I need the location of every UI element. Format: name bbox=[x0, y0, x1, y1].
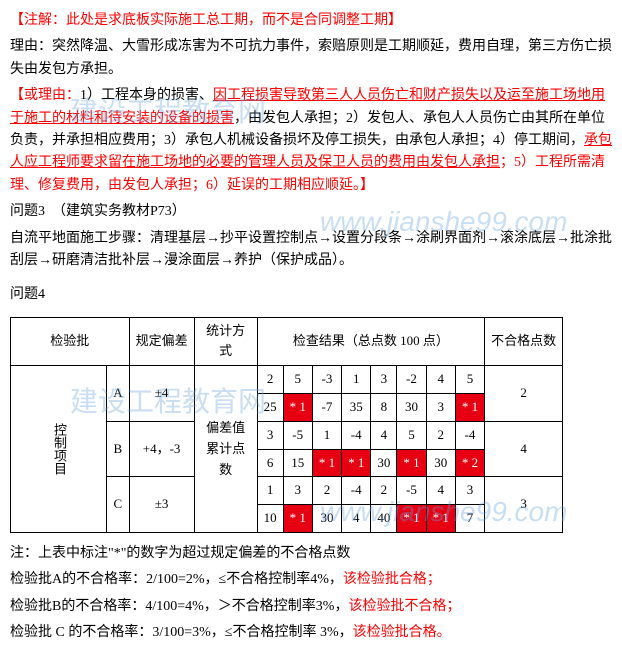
data-cell: 3 bbox=[455, 477, 484, 505]
data-cell: -4 bbox=[342, 477, 371, 505]
note-a-result: 该检验批合格； bbox=[343, 572, 441, 587]
data-cell: * 2 bbox=[455, 449, 484, 477]
data-cell: 30 bbox=[397, 394, 426, 422]
data-cell: -4 bbox=[342, 421, 371, 449]
data-cell: * 1 bbox=[426, 505, 455, 533]
cell-tolerance: ±4 bbox=[129, 366, 194, 422]
data-cell: 1 bbox=[312, 421, 341, 449]
data-cell: 1 bbox=[257, 477, 283, 505]
data-cell: 8 bbox=[371, 394, 397, 422]
th-results: 检查结果（总点数 100 点） bbox=[257, 317, 485, 366]
note-a-text: 检验批A的不合格率：2/100=2%，≤不合格控制率4%， bbox=[10, 572, 343, 587]
data-cell: 15 bbox=[283, 449, 312, 477]
row-group: 控制项目 bbox=[11, 366, 107, 533]
data-cell: 2 bbox=[371, 477, 397, 505]
reason-label: 理由： bbox=[10, 39, 52, 54]
data-cell: -5 bbox=[397, 477, 426, 505]
th-tolerance: 规定偏差 bbox=[129, 317, 194, 366]
or-reason-paragraph: 【或理由：1）工程本身的损害、因工程损害导致第三人人员伤亡和财产损失以及运至施工… bbox=[10, 85, 612, 197]
data-cell: * 1 bbox=[455, 394, 484, 422]
cell-tolerance: ±3 bbox=[129, 477, 194, 533]
reason-text: 突然降温、大雪形成冻害为不可抗力事件，索赔原则是工期顺延，费用自理，第三方伤亡损… bbox=[10, 39, 612, 76]
cell-fail: 2 bbox=[485, 366, 563, 422]
data-cell: 5 bbox=[397, 421, 426, 449]
q3-text: 自流平地面施工步骤：清理基层→抄平设置控制点→设置分段条→涂刷界面剂→滚涂底层→… bbox=[10, 228, 612, 273]
note-a: 检验批A的不合格率：2/100=2%，≤不合格控制率4%，该检验批合格； bbox=[10, 569, 612, 591]
data-cell: -4 bbox=[455, 421, 484, 449]
cell-batch: C bbox=[107, 477, 129, 533]
data-cell: -7 bbox=[312, 394, 341, 422]
note-c-result: 该检验批合格。 bbox=[353, 625, 451, 640]
q3-title: 问题3 （建筑实务教材P73） bbox=[10, 201, 612, 223]
data-cell: 3 bbox=[426, 394, 455, 422]
data-cell: 35 bbox=[342, 394, 371, 422]
data-cell: 3 bbox=[371, 366, 397, 394]
data-cell: 3 bbox=[283, 477, 312, 505]
q4-title: 问题4 bbox=[10, 284, 612, 306]
cell-stat-method: 偏差值累计点数 bbox=[194, 366, 257, 533]
th-batch: 检验批 bbox=[11, 317, 130, 366]
note-header: 【注解：此处是求底板实际施工总工期，而不是合同调整工期】 bbox=[10, 10, 612, 32]
th-fail: 不合格点数 bbox=[485, 317, 563, 366]
data-cell: 2 bbox=[257, 366, 283, 394]
data-cell: -5 bbox=[283, 421, 312, 449]
data-cell: 2 bbox=[312, 477, 341, 505]
data-cell: 30 bbox=[371, 449, 397, 477]
data-cell: 5 bbox=[283, 366, 312, 394]
data-cell: * 1 bbox=[312, 449, 341, 477]
cell-tolerance: +4，-3 bbox=[129, 421, 194, 477]
note-b-result: 该检验批不合格； bbox=[348, 599, 460, 614]
data-cell: 4 bbox=[371, 421, 397, 449]
data-cell: 4 bbox=[342, 505, 371, 533]
data-cell: * 1 bbox=[397, 449, 426, 477]
data-cell: * 1 bbox=[342, 449, 371, 477]
data-cell: 4 bbox=[426, 366, 455, 394]
or-label: 【或理由： bbox=[10, 88, 80, 103]
cell-batch: A bbox=[107, 366, 129, 422]
data-cell: 10 bbox=[257, 505, 283, 533]
cell-batch: B bbox=[107, 421, 129, 477]
data-cell: 3 bbox=[257, 421, 283, 449]
data-cell: 40 bbox=[371, 505, 397, 533]
note-b-text: 检验批B的不合格率：4/100=4%，＞不合格控制率3%， bbox=[10, 599, 348, 614]
note-b: 检验批B的不合格率：4/100=4%，＞不合格控制率3%，该检验批不合格； bbox=[10, 596, 612, 618]
reason-paragraph: 理由：突然降温、大雪形成冻害为不可抗力事件，索赔原则是工期顺延，费用自理，第三方… bbox=[10, 36, 612, 81]
data-cell: 25 bbox=[257, 394, 283, 422]
data-cell: 30 bbox=[426, 449, 455, 477]
data-cell: * 1 bbox=[283, 394, 312, 422]
note-c-text: 检验批 C 的不合格率：3/100=3%，≤不合格控制率 3%， bbox=[10, 625, 353, 640]
result-table: 检验批 规定偏差 统计方式 检查结果（总点数 100 点） 不合格点数 控制项目… bbox=[10, 317, 563, 533]
th-stat: 统计方式 bbox=[194, 317, 257, 366]
data-cell: 5 bbox=[455, 366, 484, 394]
note-c: 检验批 C 的不合格率：3/100=3%，≤不合格控制率 3%，该检验批合格。 bbox=[10, 622, 612, 644]
data-cell: 2 bbox=[426, 421, 455, 449]
data-cell: 7 bbox=[455, 505, 484, 533]
data-cell: 1 bbox=[342, 366, 371, 394]
cell-fail: 3 bbox=[485, 477, 563, 533]
table-note: 注：上表中标注"*"的数字为超过规定偏差的不合格点数 bbox=[10, 543, 612, 565]
data-cell: 6 bbox=[257, 449, 283, 477]
data-cell: -3 bbox=[312, 366, 341, 394]
cell-fail: 4 bbox=[485, 421, 563, 477]
data-cell: 30 bbox=[312, 505, 341, 533]
data-cell: * 1 bbox=[397, 505, 426, 533]
data-cell: * 1 bbox=[283, 505, 312, 533]
data-cell: -2 bbox=[397, 366, 426, 394]
or-text-1: 1）工程本身的损害、 bbox=[80, 88, 213, 103]
data-cell: 4 bbox=[426, 477, 455, 505]
